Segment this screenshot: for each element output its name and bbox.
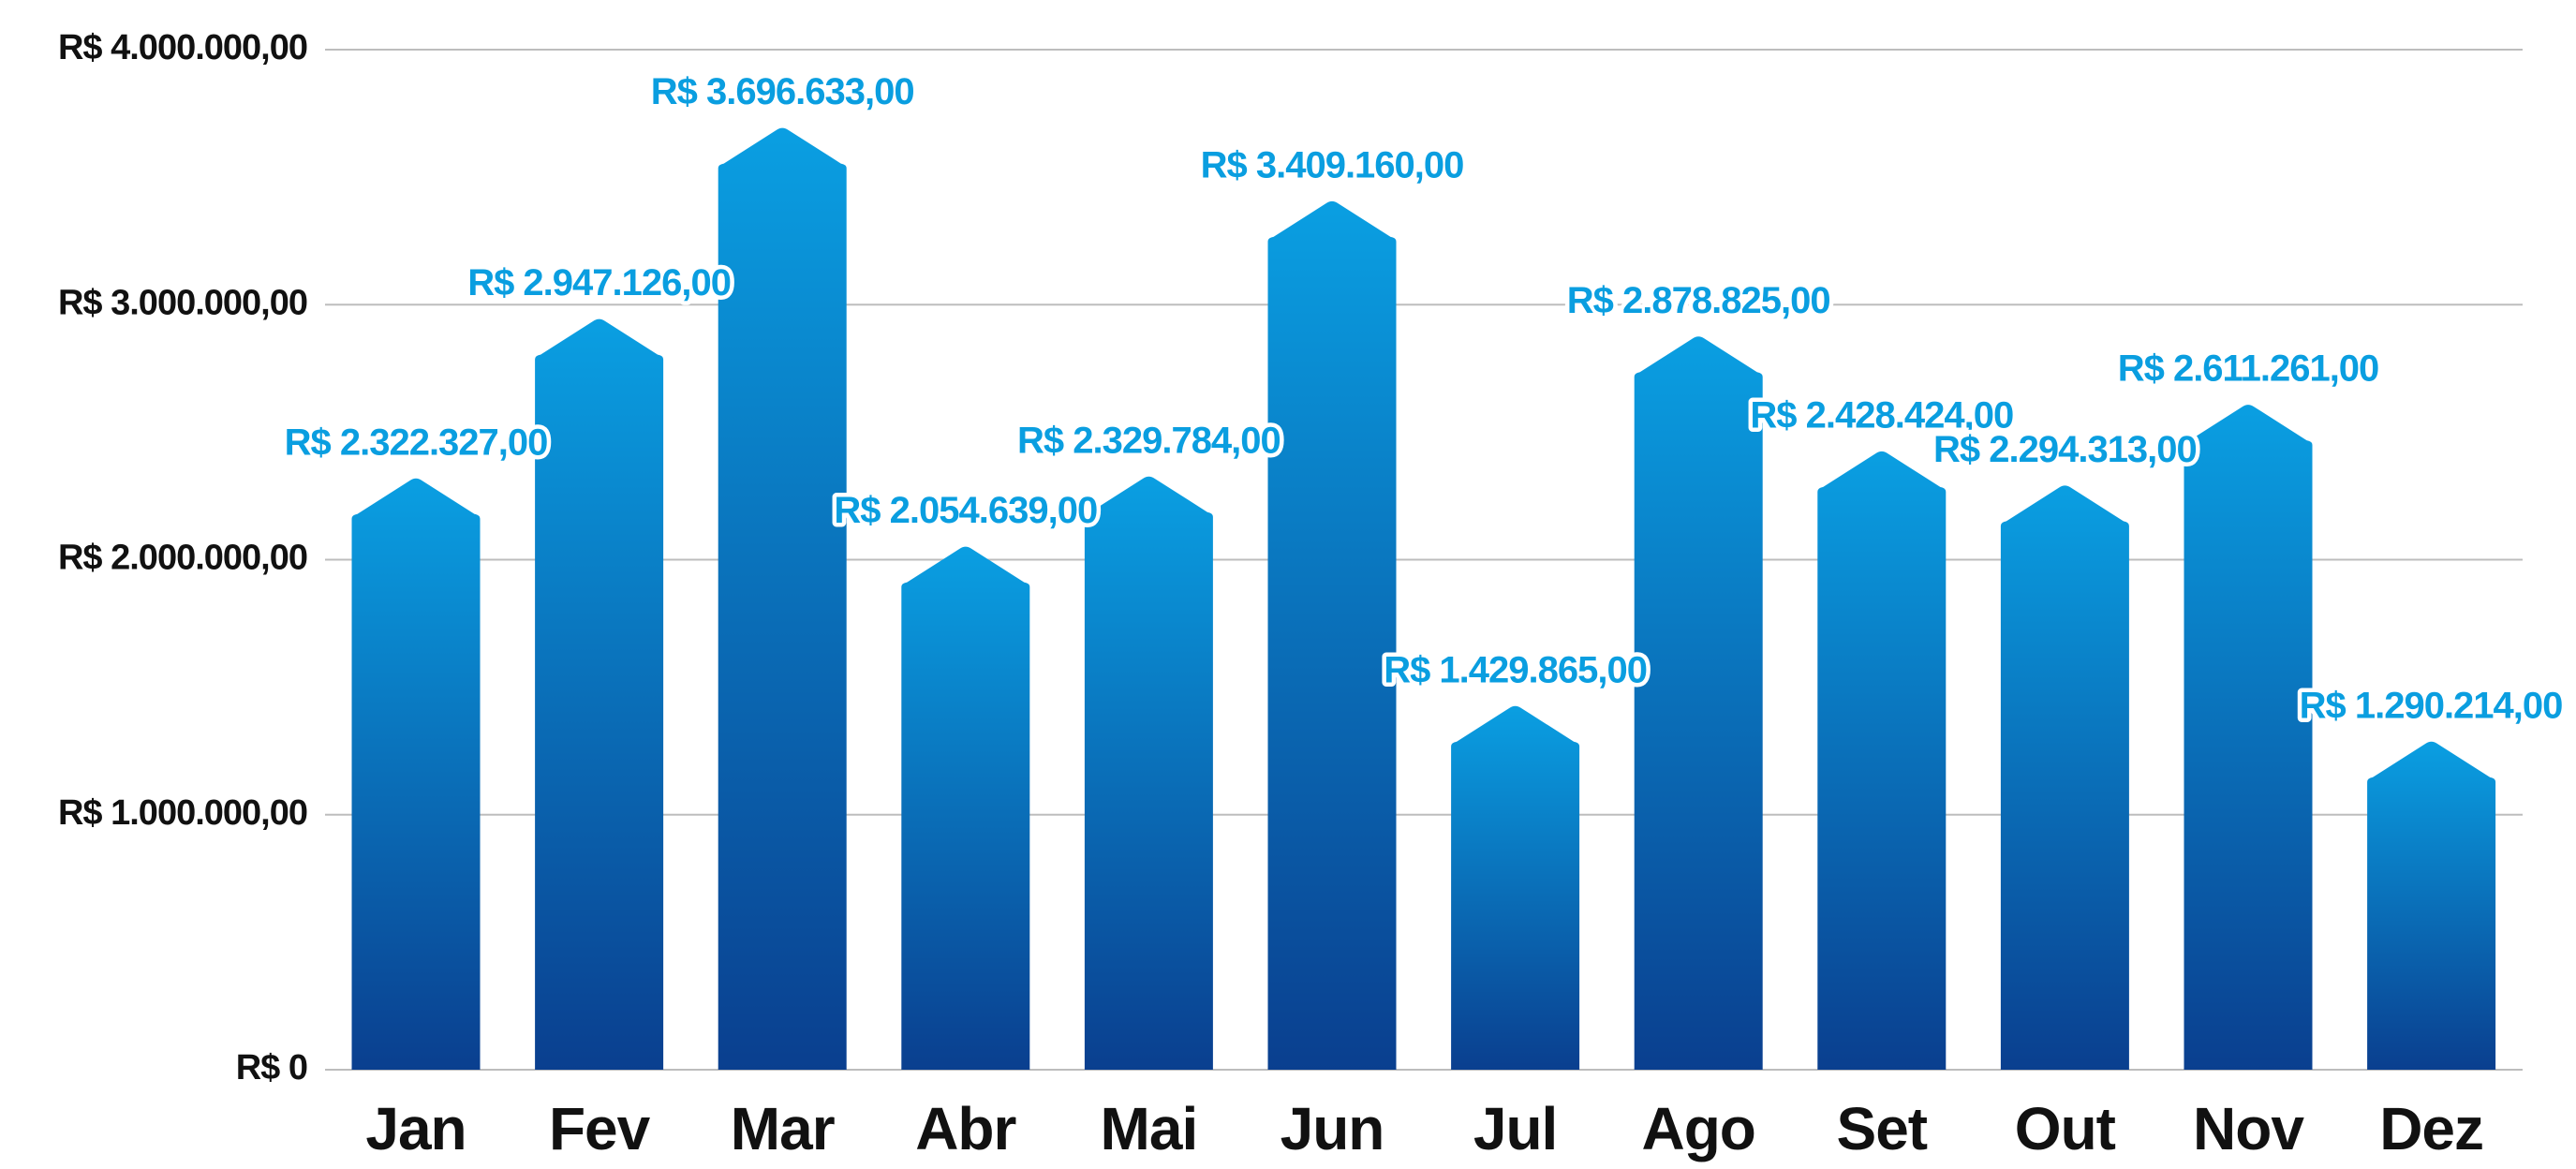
value-label: R$ 2.947.126,00 bbox=[467, 262, 731, 303]
bar bbox=[1084, 476, 1213, 1070]
value-label: R$ 2.611.261,00 bbox=[2118, 348, 2379, 390]
bar bbox=[351, 478, 481, 1070]
x-tick-label: Dez bbox=[2379, 1095, 2483, 1162]
value-label: R$ 3.696.633,00 bbox=[651, 71, 914, 112]
bar bbox=[1451, 705, 1580, 1070]
x-tick-label: Out bbox=[2015, 1095, 2116, 1162]
bar bbox=[1817, 451, 1947, 1070]
value-label: R$ 1.429.865,00 bbox=[1384, 649, 1647, 690]
x-tick-label: Set bbox=[1837, 1095, 1928, 1162]
value-label: R$ 1.290.214,00 bbox=[2300, 685, 2563, 726]
x-tick-label: Jan bbox=[365, 1095, 466, 1162]
labels: Jan R$ 2.322.327,00 Fev R$ 2.947.126,00 Mar R… bbox=[280, 67, 2568, 1162]
y-tick-label: R$ 4.000.000,00 bbox=[58, 28, 307, 67]
value-label: R$ 2.428.424,00 bbox=[1750, 394, 2013, 436]
y-tick-label: R$ 0 bbox=[236, 1048, 307, 1088]
bars bbox=[351, 127, 2496, 1071]
x-tick-label: Abr bbox=[915, 1095, 1015, 1162]
x-tick-label: Mai bbox=[1101, 1095, 1198, 1162]
bar bbox=[1634, 336, 1763, 1071]
x-tick-label: Fev bbox=[549, 1095, 651, 1162]
grid: R$ 0 R$ 1.000.000,00 R$ 2.000.000,00 R$ 3.0… bbox=[58, 28, 2523, 1088]
value-label: R$ 3.409.160,00 bbox=[1201, 144, 1464, 185]
bar bbox=[2000, 485, 2129, 1070]
bar bbox=[1267, 200, 1397, 1070]
value-label: R$ 2.878.825,00 bbox=[1567, 280, 1830, 321]
bar bbox=[535, 318, 664, 1070]
x-tick-label: Ago bbox=[1641, 1095, 1754, 1162]
value-label: R$ 2.294.313,00 bbox=[1933, 429, 2197, 470]
y-tick-label: R$ 1.000.000,00 bbox=[58, 793, 307, 833]
x-tick-label: Jun bbox=[1281, 1095, 1384, 1162]
value-label: R$ 2.322.327,00 bbox=[285, 422, 548, 463]
x-tick-label: Mar bbox=[731, 1095, 835, 1162]
bar bbox=[2184, 405, 2313, 1070]
y-tick-label: R$ 3.000.000,00 bbox=[58, 283, 307, 322]
value-label: R$ 2.329.784,00 bbox=[1017, 420, 1281, 461]
value-label: R$ 2.054.639,00 bbox=[834, 490, 1097, 531]
y-tick-label: R$ 2.000.000,00 bbox=[58, 539, 307, 578]
bar bbox=[901, 546, 1030, 1070]
x-tick-label: Jul bbox=[1473, 1095, 1557, 1162]
bar bbox=[718, 127, 847, 1070]
x-tick-label: Nov bbox=[2193, 1095, 2304, 1162]
bar bbox=[2367, 741, 2496, 1070]
